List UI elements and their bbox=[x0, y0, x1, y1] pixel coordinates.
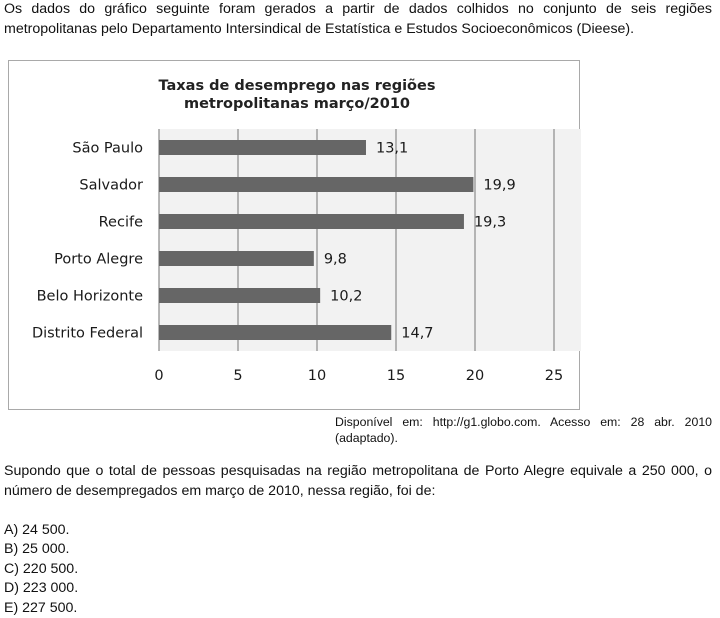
x-tick-label: 5 bbox=[233, 368, 242, 384]
category-label: Distrito Federal bbox=[32, 326, 143, 342]
option-c[interactable]: C) 220 500. bbox=[4, 560, 79, 577]
bar-value-label: 14,7 bbox=[401, 326, 433, 342]
source-citation: Disponível em: http://g1.globo.com. Aces… bbox=[335, 415, 712, 445]
bar-chart: Taxas de desemprego nas regiões metropol… bbox=[32, 78, 581, 384]
bar-value-label: 19,3 bbox=[474, 215, 506, 231]
bar bbox=[159, 251, 314, 266]
x-tick-label: 15 bbox=[387, 368, 405, 384]
chart-title-line-1: Taxas de desemprego nas regiões bbox=[159, 78, 436, 94]
intro-paragraph: Os dados do gráfico seguinte foram gerad… bbox=[4, 1, 712, 37]
option-a[interactable]: A) 24 500. bbox=[4, 522, 70, 538]
plot-background bbox=[159, 129, 581, 351]
option-d[interactable]: D) 223 000. bbox=[4, 580, 79, 597]
category-label: Recife bbox=[99, 215, 143, 231]
bar bbox=[159, 140, 366, 155]
chart-title-line-2: metropolitanas março/2010 bbox=[184, 96, 410, 112]
answer-options: A) 24 500. B) 25 000. C) 220 500. D) 223… bbox=[4, 521, 78, 618]
bar-value-label: 13,1 bbox=[376, 141, 408, 157]
question-text: Supondo que o total de pessoas pesquisad… bbox=[4, 463, 712, 499]
option-b[interactable]: B) 25 000. bbox=[4, 541, 70, 558]
bar bbox=[159, 288, 321, 303]
x-tick-label: 20 bbox=[466, 368, 484, 384]
category-label: São Paulo bbox=[72, 141, 143, 157]
bar-value-label: 10,2 bbox=[330, 289, 362, 305]
bar-value-label: 19,9 bbox=[483, 178, 515, 194]
x-tick-label: 25 bbox=[545, 368, 563, 384]
category-label: Porto Alegre bbox=[54, 252, 143, 268]
bar bbox=[159, 177, 474, 192]
bar bbox=[159, 214, 464, 229]
chart-figure: Taxas de desemprego nas regiões metropol… bbox=[8, 60, 581, 410]
option-e[interactable]: E) 227 500. bbox=[4, 599, 78, 616]
category-label: Belo Horizonte bbox=[37, 289, 143, 305]
bar bbox=[159, 325, 392, 340]
x-tick-label: 10 bbox=[308, 368, 326, 384]
category-label: Salvador bbox=[79, 178, 143, 194]
x-tick-label: 0 bbox=[154, 368, 163, 384]
bar-value-label: 9,8 bbox=[324, 252, 347, 268]
